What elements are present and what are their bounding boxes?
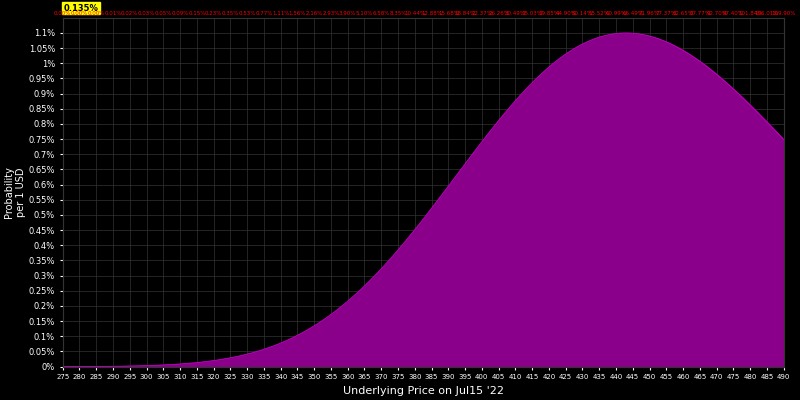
X-axis label: Underlying Price on Jul15 '22: Underlying Price on Jul15 '22 [342,386,504,396]
Y-axis label: Probability
per 1 USD: Probability per 1 USD [4,166,26,218]
Text: 0.135%: 0.135% [63,4,98,12]
